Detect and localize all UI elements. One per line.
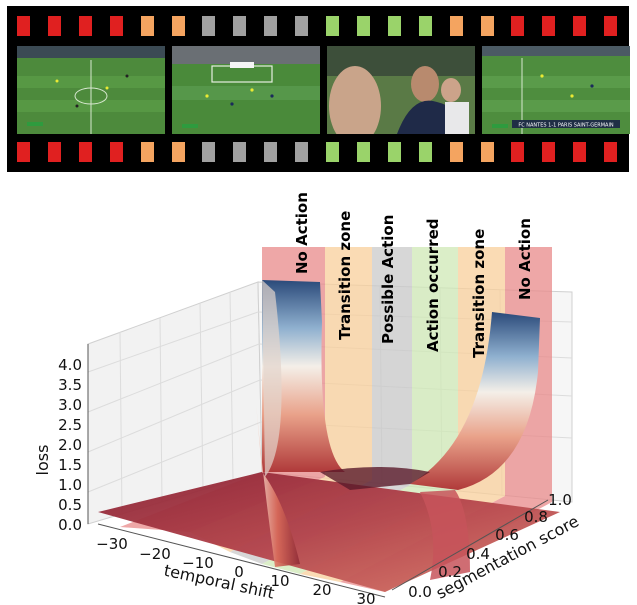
sprocket-hole [264,142,278,162]
z-tick: 3.5 [58,376,82,394]
z-tick: 2.0 [58,436,82,454]
sprocket-hole [418,142,432,162]
sprocket-hole [511,142,525,162]
loss-surface-figure: No Action Transition zone Possible Actio… [33,192,582,605]
sprocket-hole [171,142,185,162]
z-axis: loss 0.0 0.5 1.0 1.5 2.0 2.5 3.0 3.5 4.0 [33,344,89,534]
x-axis-label: temporal shift [162,561,276,603]
zone-label-action-occurred: Action occurred [424,219,442,353]
frame-1-image [17,46,165,134]
sprocket-hole [387,142,401,162]
sprocket-hole [604,16,618,36]
sprocket-hole [78,16,92,36]
z-axis-label: loss [33,445,52,476]
x-tick: 30 [356,590,375,605]
sprocket-hole [480,142,494,162]
sprocket-hole [542,142,556,162]
sprocket-hole [47,16,61,36]
sprocket-hole [264,16,278,36]
sprocket-hole [326,142,339,162]
sprocket-hole [202,16,216,36]
y-tick: 0.8 [524,508,548,526]
sprocket-hole [573,16,587,36]
scoreboard-text: FC NANTES 1-1 PARIS SAINT-GERMAIN [518,123,614,129]
sprocket-hole [109,142,123,162]
zone-labels: No Action Transition zone Possible Actio… [293,192,534,358]
y-tick: 0.0 [408,583,432,601]
sprocket-hole [356,142,370,162]
video-frame-1 [17,46,165,134]
zone-label-no-action-left: No Action [293,192,311,274]
zone-label-transition-left: Transition zone [336,211,354,340]
sprocket-hole [140,16,154,36]
sprocket-hole [480,16,494,36]
filmstrip: FC NANTES 1-1 PARIS SAINT-GERMAIN [7,6,630,172]
sprocket-hole [202,142,216,162]
sprocket-hole [356,16,370,36]
y-tick: 0.2 [438,563,462,581]
sprocket-hole [573,142,587,162]
sprocket-hole [449,16,463,36]
sprocket-hole [295,16,309,36]
y-tick: 0.4 [466,545,490,563]
sprocket-hole [171,16,185,36]
sprocket-hole [233,16,247,36]
x-tick: −20 [139,545,171,563]
frame-3-image [327,46,475,134]
z-tick: 4.0 [58,356,82,374]
video-frame-4: FC NANTES 1-1 PARIS SAINT-GERMAIN [482,46,630,134]
x-tick: −30 [96,535,128,553]
video-frame-2 [172,46,320,134]
x-tick: 0 [234,563,244,581]
x-tick: −10 [182,554,214,572]
sprocket-hole [326,16,339,36]
sprocket-hole [17,16,30,36]
y-tick: 1.0 [548,491,572,509]
z-tick: 3.0 [58,396,82,414]
sprocket-hole [78,142,92,162]
z-tick: 0.0 [58,516,82,534]
loss-surface [98,280,560,592]
sprocket-hole [140,142,154,162]
z-tick: 0.5 [58,496,82,514]
z-tick: 2.5 [58,416,82,434]
z-tick: 1.0 [58,476,82,494]
sprocket-hole [295,142,309,162]
sprocket-hole [542,16,556,36]
x-tick: 20 [312,581,331,599]
sprocket-hole [17,142,30,162]
sprocket-hole [233,142,247,162]
frame-4-image: FC NANTES 1-1 PARIS SAINT-GERMAIN [482,46,630,134]
zone-label-no-action-right: No Action [516,218,534,300]
sprocket-hole [109,16,123,36]
sprocket-hole [511,16,525,36]
zone-label-possible-action: Possible Action [379,215,397,344]
zone-label-transition-right: Transition zone [470,229,488,358]
z-tick: 1.5 [58,456,82,474]
sprocket-hole [47,142,61,162]
y-tick: 0.6 [495,526,519,544]
frame-2-image [172,46,320,134]
x-tick: 10 [270,572,289,590]
sprocket-hole [418,16,432,36]
sprocket-hole [449,142,463,162]
sprocket-hole [387,16,401,36]
sprocket-hole [604,142,618,162]
video-frame-3 [327,46,475,134]
